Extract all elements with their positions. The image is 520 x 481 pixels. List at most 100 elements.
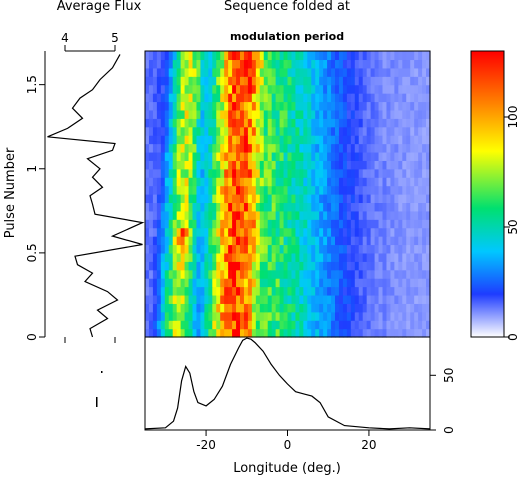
heatmap-cell (358, 76, 364, 86)
heatmap-cell (354, 151, 360, 161)
heatmap-cell (188, 219, 194, 229)
heatmap-cell (279, 135, 285, 145)
heatmap-cell (228, 227, 233, 237)
heatmap-cell (410, 135, 415, 145)
heatmap-cell (335, 303, 340, 313)
heatmap-cell (192, 67, 198, 77)
heatmap-cell (287, 244, 293, 254)
heatmap-cell (366, 177, 372, 187)
heatmap-cell (156, 303, 162, 313)
heatmap-cell (283, 328, 289, 338)
heatmap-cell (390, 151, 395, 161)
heatmap-cell (354, 202, 360, 212)
heatmap-cell (232, 109, 237, 119)
heatmap-cell (378, 320, 384, 330)
heatmap-cell (366, 143, 372, 153)
heatmap-cell (176, 84, 182, 94)
heatmap-cell (208, 202, 213, 212)
heatmap-cell (180, 286, 186, 296)
heatmap-cell (251, 67, 257, 77)
heatmap-cell (164, 194, 170, 204)
heatmap-cell (346, 101, 352, 111)
heatmap-cell (311, 269, 316, 279)
heatmap-cell (220, 278, 225, 288)
heatmap-cell (335, 244, 340, 254)
heatmap-cell (247, 126, 253, 136)
heatmap-cell (160, 244, 166, 254)
heatmap-cell (299, 101, 304, 111)
heatmap-cell (251, 303, 257, 313)
heatmap-cell (263, 244, 269, 254)
heatmap-cell (394, 194, 399, 204)
heatmap-cell (299, 135, 304, 145)
heatmap-cell (204, 59, 209, 69)
heatmap-cell (394, 236, 399, 246)
heatmap-cell (366, 269, 372, 279)
heatmap-cell (319, 51, 324, 61)
heatmap-cell (331, 109, 336, 119)
heatmap-cell (398, 151, 403, 161)
heatmap-cell (331, 51, 336, 61)
heatmap-cell (251, 210, 257, 220)
heatmap-cell (172, 311, 178, 321)
heatmap-cell (299, 84, 304, 94)
heatmap-cell (410, 269, 415, 279)
heatmap-cell (378, 135, 384, 145)
heatmap-cell (406, 160, 411, 170)
heatmap-cell (200, 269, 205, 279)
heatmap-cell (156, 202, 162, 212)
heatmap-cell (204, 269, 209, 279)
heatmap-cell (275, 109, 281, 119)
heatmap-cell (311, 311, 316, 321)
heatmap-cell (303, 219, 308, 229)
heatmap-cell (176, 236, 182, 246)
heatmap-cell (164, 252, 170, 262)
heatmap-cell (426, 194, 431, 204)
heatmap-cell (398, 135, 403, 145)
heatmap-cell (386, 118, 392, 128)
heatmap-cell (247, 219, 253, 229)
heatmap-cell (394, 67, 399, 77)
heatmap-cell (263, 76, 269, 86)
heatmap-cell (216, 126, 221, 136)
heatmap-cell (295, 286, 300, 296)
heatmap-cell (346, 244, 352, 254)
heatmap-cell (200, 160, 205, 170)
heatmap-cell (168, 236, 174, 246)
heatmap-cell (362, 101, 368, 111)
heatmap-cell (414, 210, 419, 220)
heatmap-cell (287, 76, 293, 86)
heatmap-cell (331, 219, 336, 229)
heatmap-cell (398, 219, 403, 229)
heatmap-cell (184, 219, 190, 229)
heatmap-cell (338, 151, 344, 161)
heatmap-cell (378, 202, 384, 212)
heatmap-cell (346, 135, 352, 145)
heatmap-cell (228, 185, 233, 195)
heatmap-cell (362, 236, 368, 246)
heatmap-cell (192, 311, 198, 321)
heatmap-cell (164, 244, 170, 254)
heatmap-cell (243, 210, 249, 220)
heatmap-cell (247, 303, 253, 313)
heatmap-cell (176, 278, 182, 288)
heatmap-cell (374, 93, 380, 103)
heatmap-cell (259, 118, 265, 128)
heatmap-cell (196, 67, 202, 77)
heatmap-cell (164, 236, 170, 246)
heatmap-cell (323, 59, 328, 69)
heatmap-cell (287, 219, 293, 229)
heatmap-cell (271, 227, 277, 237)
heatmap-cell (263, 286, 269, 296)
heatmap-cell (426, 311, 431, 321)
heatmap-cell (224, 286, 229, 296)
heatmap-cell (263, 93, 269, 103)
heatmap-cell (145, 219, 150, 229)
heatmap-cell (362, 269, 368, 279)
heatmap-cell (279, 278, 285, 288)
heatmap-cell (224, 109, 229, 119)
heatmap-cell (180, 303, 186, 313)
heatmap-cell (386, 244, 392, 254)
heatmap-cell (180, 168, 186, 178)
heatmap-cell (168, 227, 174, 237)
